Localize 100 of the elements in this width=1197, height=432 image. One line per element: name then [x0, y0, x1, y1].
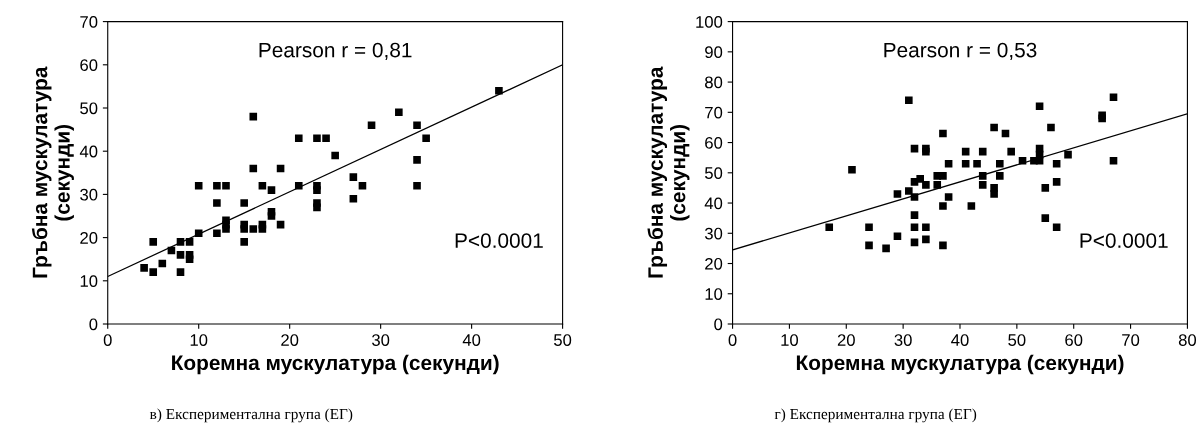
point [313, 181, 321, 190]
x-tick-label: 0 [728, 334, 737, 346]
point [176, 268, 185, 276]
point [1052, 159, 1061, 168]
y-tick-label: 60 [705, 136, 723, 149]
point [1047, 123, 1055, 132]
point [922, 223, 930, 232]
y-tick-label: 40 [704, 197, 723, 210]
x-tick-label: 60 [1065, 334, 1083, 346]
point [1007, 147, 1015, 156]
point [922, 235, 930, 244]
y-tick-label: 60 [80, 59, 98, 71]
point [349, 194, 358, 203]
y-tick-label: 70 [705, 106, 723, 119]
point [185, 238, 194, 246]
point [1109, 156, 1118, 165]
point [978, 181, 987, 189]
point [213, 229, 221, 238]
y-tick-label: 40 [79, 145, 98, 158]
y-axis-title: Гръбна мускулатура (секунди) [647, 66, 690, 278]
point [194, 181, 203, 190]
point [916, 175, 924, 183]
x-tick-label: 50 [1008, 334, 1026, 346]
x-axis-title: Коремна мускулатура (секунди) [796, 354, 1124, 375]
point [213, 181, 221, 190]
point [395, 108, 403, 117]
x-tick-label: 20 [837, 334, 855, 346]
point [995, 172, 1004, 180]
point [933, 181, 942, 189]
point [367, 121, 376, 130]
point [413, 181, 421, 190]
point [294, 134, 303, 143]
y-tick-label: 30 [704, 227, 723, 240]
point [967, 202, 976, 210]
point [995, 159, 1004, 168]
point [358, 181, 367, 190]
point [973, 159, 981, 168]
point [413, 156, 421, 164]
point [249, 164, 258, 173]
point [1035, 102, 1044, 111]
point [865, 241, 873, 250]
point [222, 181, 230, 190]
y-tick-label: 100 [696, 16, 723, 28]
point [267, 186, 276, 194]
point [349, 173, 358, 181]
point [176, 251, 185, 259]
point [1052, 223, 1061, 232]
point [910, 211, 919, 219]
y-axis-title: Гръбна мускулатура (секунди) [31, 66, 74, 278]
point [240, 220, 248, 229]
x-tick-label: 30 [372, 334, 390, 346]
point [910, 223, 919, 232]
point [222, 216, 230, 225]
point [865, 223, 873, 232]
y-tick-label: 50 [704, 167, 723, 179]
y-tick-label: 30 [80, 188, 98, 201]
y-tick-label: 90 [705, 46, 723, 59]
x-tick-label: 10 [781, 334, 799, 346]
point [922, 181, 930, 189]
point [939, 202, 947, 210]
point [422, 134, 430, 143]
annotation: Pearson r = 0,53 [884, 42, 1037, 60]
point [990, 123, 998, 132]
point [944, 159, 953, 168]
point [825, 223, 834, 232]
x-tick-label: 70 [1122, 334, 1140, 346]
x-tick-label: 80 [1178, 334, 1197, 346]
point [213, 199, 221, 207]
point [905, 187, 913, 195]
point [990, 184, 998, 192]
point [1064, 150, 1072, 159]
point [140, 264, 148, 272]
point [848, 165, 856, 174]
point [1041, 214, 1050, 222]
annotation: Pearson r = 0,81 [259, 42, 412, 60]
point [331, 151, 339, 160]
y-tick-label: 70 [80, 16, 98, 28]
x-axis-title: Коремна мускулатура (секунди) [172, 354, 499, 375]
y-tick-label: 10 [80, 275, 98, 287]
y-tick-label: 20 [80, 232, 98, 244]
y-tick-label: 50 [80, 102, 98, 115]
text: в) Експериментална група (ЕГ) [149, 408, 353, 423]
y-tick-label: 80 [705, 76, 723, 89]
text: г) Експериментална група (ЕГ) [774, 408, 977, 423]
point [939, 129, 947, 138]
point [249, 112, 258, 121]
point [185, 251, 194, 259]
point [322, 134, 330, 143]
y-tick-label: 0 [714, 318, 723, 331]
annotation: P<0.0001 [1080, 233, 1168, 248]
point [313, 199, 321, 207]
point [176, 238, 185, 246]
x-tick-label: 0 [103, 334, 112, 346]
point [240, 238, 248, 246]
point [1041, 184, 1050, 192]
x-tick-label: 40 [951, 334, 969, 346]
point [978, 147, 987, 156]
point [882, 244, 890, 253]
x-tick-label: 30 [894, 334, 912, 346]
point [240, 199, 248, 207]
